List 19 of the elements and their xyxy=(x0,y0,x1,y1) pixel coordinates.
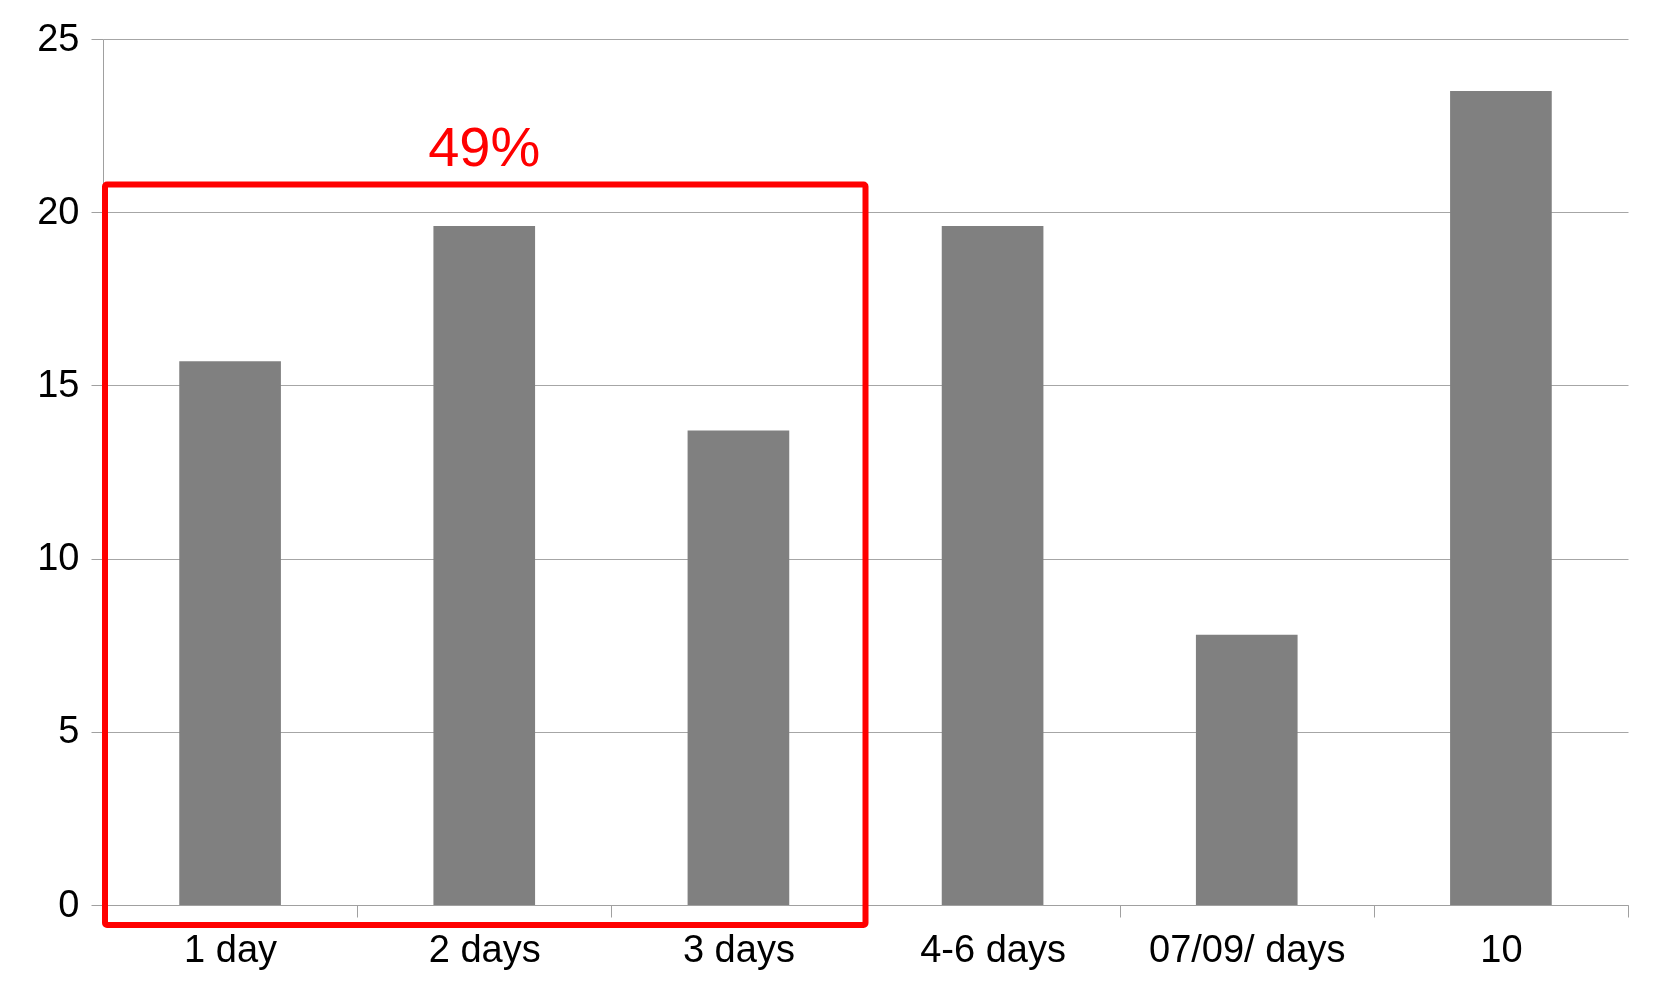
annotation: 49% xyxy=(428,115,541,179)
y-tick-label: 15 xyxy=(37,362,80,405)
x-tick-label: 07/09/ days xyxy=(1149,927,1346,970)
y-tick-label: 20 xyxy=(37,189,80,232)
y-tick-label: 25 xyxy=(37,16,80,59)
bar xyxy=(687,430,790,905)
y-tick-label: 10 xyxy=(37,536,80,579)
x-tick-label: 2 days xyxy=(428,927,541,970)
x-tick-label: 4-6 days xyxy=(920,927,1066,970)
x-tick-label: 3 days xyxy=(682,927,795,970)
x-tick-label: 1 day xyxy=(184,927,278,970)
x-tick-label: 10 xyxy=(1480,927,1523,970)
bar xyxy=(941,226,1044,905)
y-tick-label: 0 xyxy=(58,882,80,925)
bar xyxy=(1195,634,1298,905)
bar xyxy=(433,226,536,905)
bar xyxy=(179,361,281,905)
bar xyxy=(1450,90,1552,905)
y-tick-label: 5 xyxy=(58,709,80,752)
